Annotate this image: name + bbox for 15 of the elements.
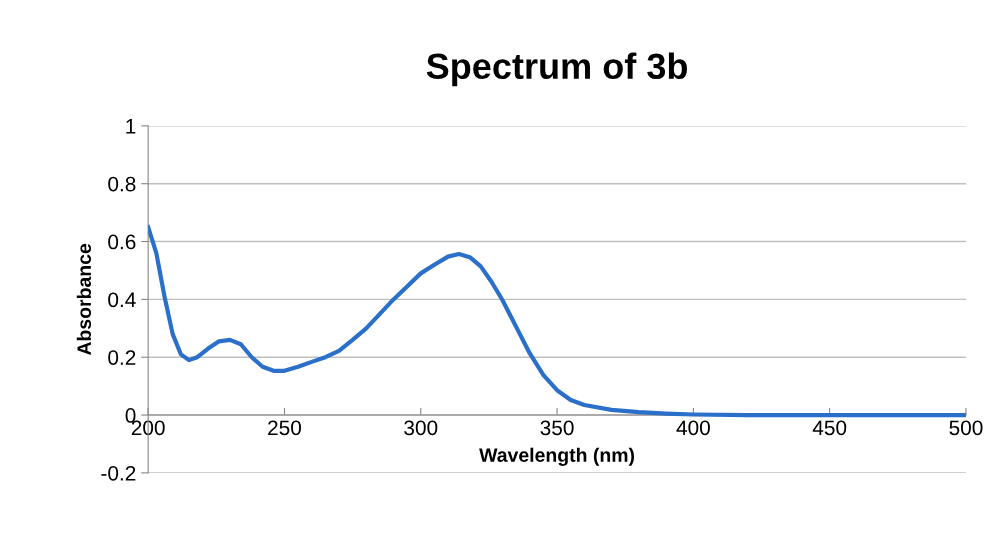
y-tick-label: 0.8 <box>108 176 136 192</box>
y-axis-title: Absorbance <box>76 243 92 356</box>
x-tick-label: 350 <box>540 420 574 436</box>
y-tick-label: 1 <box>126 119 136 134</box>
x-tick-label: 400 <box>676 420 710 436</box>
x-axis-title: Wavelength (nm) <box>479 447 635 466</box>
y-tick-label: 0.4 <box>108 292 136 308</box>
x-tick-label: 250 <box>268 420 302 436</box>
y-tick-label: 0.2 <box>108 350 136 365</box>
y-tick-label: 0.6 <box>108 234 136 250</box>
y-tick-label: -0.2 <box>101 465 136 481</box>
x-tick-label: 500 <box>949 420 983 436</box>
chart-title: Spectrum of 3b <box>426 52 688 87</box>
x-tick-label: 450 <box>812 420 847 436</box>
x-tick-label: 300 <box>404 420 438 436</box>
